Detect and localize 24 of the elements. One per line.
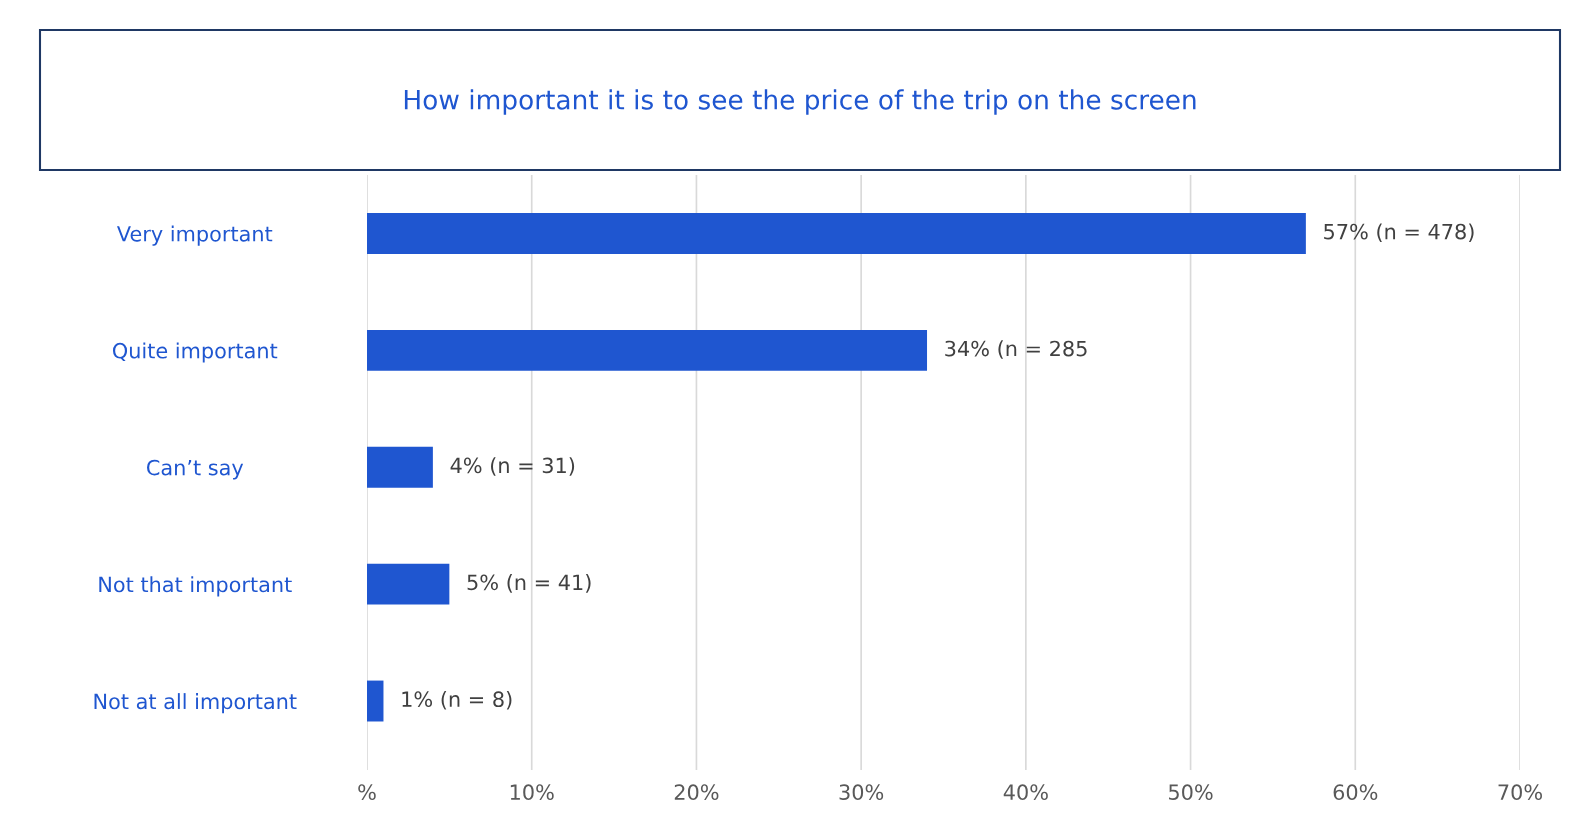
- bar: [367, 329, 928, 371]
- y-tick-label: Quite important: [112, 342, 278, 363]
- x-tick-label: 30%: [839, 784, 884, 801]
- data-label: 1% (n = 8): [402, 690, 512, 710]
- data-label: 34% (n = 285: [945, 340, 1087, 359]
- y-tick-label: Can’t say: [147, 459, 244, 480]
- x-tick-label: 50%: [1169, 784, 1213, 801]
- bar: [367, 680, 384, 722]
- x-tick-label: 70%: [1498, 784, 1542, 801]
- x-tick-label: 10%: [510, 784, 554, 801]
- chart-title: How important it is to see the price of the trip on the screen: [404, 89, 1196, 115]
- data-label: 5% (n = 41): [467, 574, 591, 593]
- x-tick-label: 20%: [674, 784, 719, 801]
- y-tick-label: Not at all important: [94, 693, 297, 714]
- bar: [367, 446, 433, 488]
- y-tick-label: Not that important: [99, 576, 292, 597]
- x-tick-label: 60%: [1333, 784, 1378, 801]
- data-label: 4% (n = 31): [450, 457, 575, 476]
- y-tick-label: Very important: [116, 225, 273, 246]
- data-label: 57% (n = 478): [1324, 223, 1474, 242]
- bar: [367, 212, 1306, 254]
- x-tick-label: 40%: [1003, 784, 1048, 801]
- bar: [367, 563, 450, 605]
- x-tick-label: %: [358, 784, 376, 801]
